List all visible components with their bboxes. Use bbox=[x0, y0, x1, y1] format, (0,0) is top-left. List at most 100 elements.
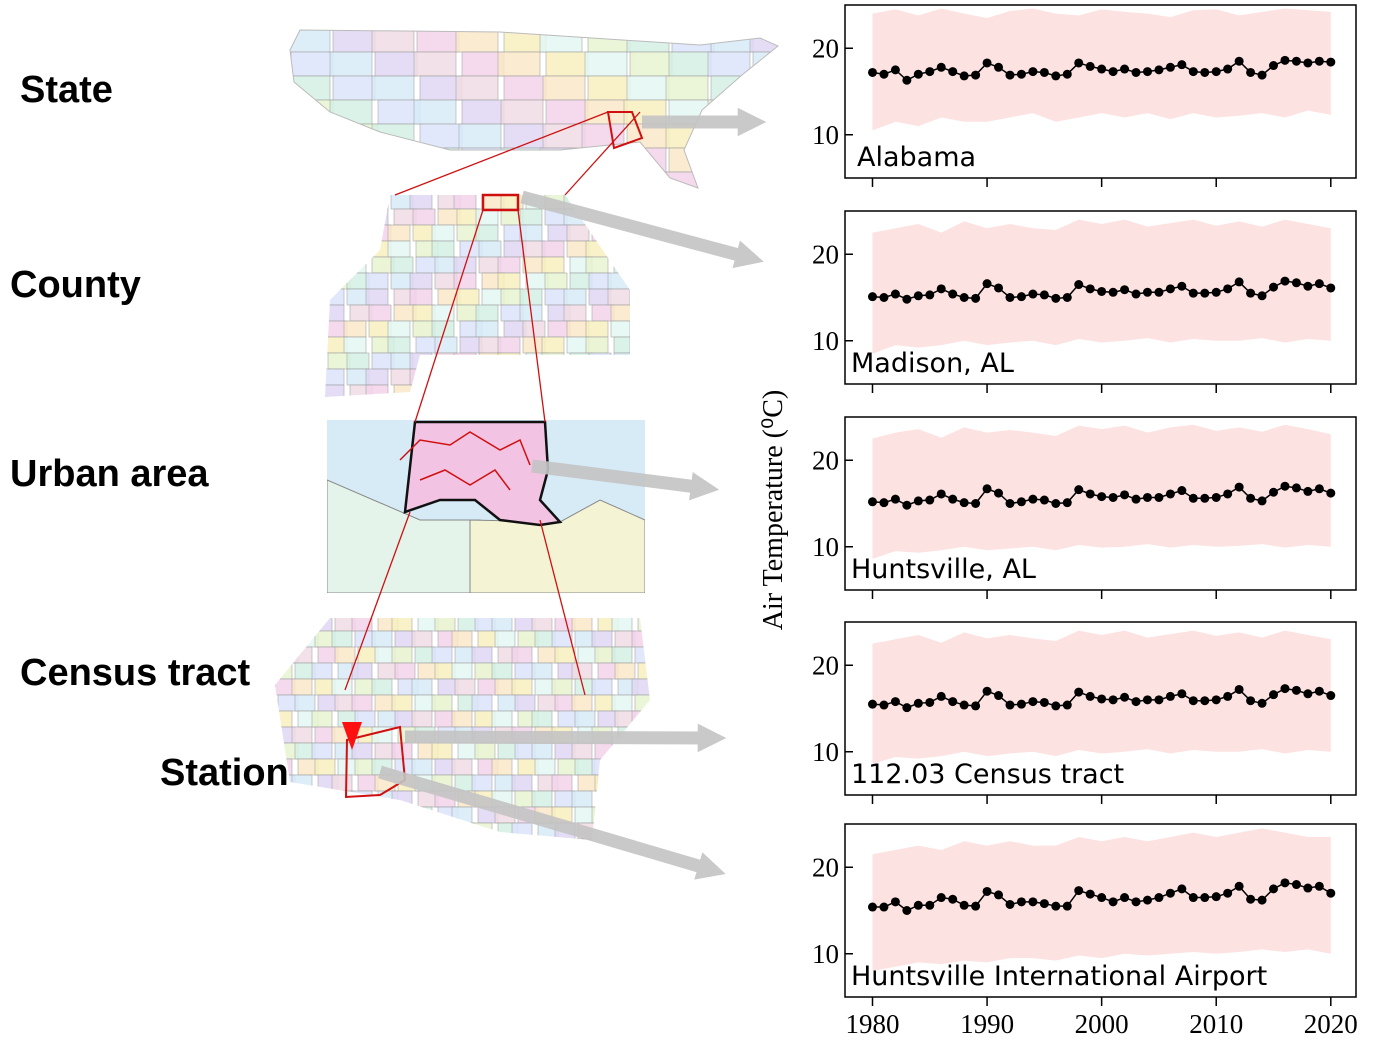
data-point bbox=[867, 292, 877, 302]
data-point bbox=[959, 498, 969, 508]
map-region bbox=[634, 646, 650, 664]
data-point bbox=[925, 495, 935, 505]
map-region bbox=[571, 742, 593, 760]
map-region bbox=[614, 758, 636, 776]
data-point bbox=[1062, 498, 1072, 508]
map-region bbox=[409, 368, 433, 386]
data-point bbox=[1028, 289, 1038, 299]
map-region bbox=[563, 368, 587, 386]
map-region bbox=[525, 368, 549, 386]
map-region bbox=[293, 147, 337, 173]
data-point bbox=[913, 69, 923, 79]
map-region bbox=[311, 790, 333, 808]
x-tick-label: 2010 bbox=[1189, 1009, 1243, 1039]
map-region bbox=[325, 208, 345, 226]
map-region bbox=[371, 75, 415, 101]
data-point bbox=[1234, 482, 1244, 492]
data-point bbox=[1280, 276, 1290, 286]
map-region bbox=[311, 710, 333, 728]
map-region bbox=[377, 838, 399, 840]
data-point bbox=[1223, 691, 1233, 701]
data-point bbox=[1085, 61, 1095, 71]
map-region bbox=[419, 171, 463, 188]
data-point bbox=[879, 700, 889, 710]
map-region bbox=[409, 288, 433, 306]
data-point bbox=[1269, 61, 1279, 71]
chart-label: Huntsville International Airport bbox=[851, 961, 1267, 992]
map-region bbox=[626, 75, 670, 101]
data-point bbox=[1200, 288, 1210, 298]
map-region bbox=[544, 384, 568, 397]
map-region bbox=[337, 838, 359, 840]
map-region bbox=[611, 694, 633, 712]
data-point bbox=[1177, 884, 1187, 894]
data-point bbox=[936, 62, 946, 72]
map-region bbox=[626, 171, 670, 188]
data-point bbox=[1131, 494, 1141, 504]
map-region bbox=[377, 147, 421, 173]
data-point bbox=[1016, 69, 1026, 79]
map-region bbox=[365, 384, 389, 397]
map-region bbox=[451, 710, 473, 728]
data-point bbox=[1028, 494, 1038, 504]
map-region bbox=[311, 618, 333, 632]
data-point bbox=[948, 67, 958, 77]
level-label: County bbox=[10, 264, 141, 306]
map-region bbox=[471, 822, 493, 840]
y-tick-label: 10 bbox=[812, 939, 839, 969]
map-region bbox=[471, 646, 493, 664]
map-region bbox=[611, 646, 633, 664]
map-region bbox=[637, 618, 650, 632]
data-point bbox=[982, 58, 992, 68]
chart: 10 20 1980 1990 2000 2010 2020 Huntsville Inter… bbox=[812, 823, 1358, 1039]
map-region bbox=[434, 618, 456, 632]
map-region bbox=[275, 710, 293, 728]
data-point bbox=[971, 293, 981, 303]
map-region bbox=[374, 171, 418, 188]
data-point bbox=[1108, 67, 1118, 77]
map-region bbox=[613, 336, 630, 354]
map-region bbox=[539, 147, 583, 173]
map-region bbox=[629, 320, 630, 338]
data-point bbox=[1108, 695, 1118, 705]
data-point bbox=[1097, 893, 1107, 903]
map-region bbox=[545, 51, 589, 77]
data-point bbox=[902, 906, 912, 915]
data-point bbox=[1291, 278, 1301, 288]
data-point bbox=[1246, 493, 1256, 503]
map-region bbox=[471, 694, 493, 712]
map bbox=[290, 30, 778, 188]
map-region bbox=[626, 30, 670, 53]
map-region bbox=[749, 123, 778, 149]
data-point bbox=[1234, 277, 1244, 287]
data-point bbox=[890, 697, 900, 707]
map-region bbox=[494, 630, 516, 648]
data-point bbox=[971, 701, 981, 711]
map-region bbox=[334, 646, 356, 664]
map-region bbox=[454, 822, 476, 840]
map-region bbox=[500, 99, 544, 125]
map-region bbox=[563, 288, 587, 306]
data-point bbox=[1177, 486, 1187, 496]
map-region bbox=[332, 75, 376, 101]
map-region bbox=[453, 195, 477, 210]
map-region bbox=[297, 806, 319, 824]
map-region bbox=[431, 224, 455, 242]
map-region bbox=[519, 384, 543, 397]
map-region bbox=[391, 694, 413, 712]
map-region bbox=[371, 30, 415, 53]
map-region bbox=[334, 790, 356, 808]
range-band bbox=[872, 424, 1331, 559]
data-point bbox=[971, 901, 981, 911]
map-region bbox=[343, 256, 367, 274]
data-point bbox=[902, 75, 912, 85]
map-region bbox=[451, 662, 473, 680]
map-region bbox=[291, 678, 313, 696]
data-point bbox=[1120, 64, 1130, 74]
data-point bbox=[1223, 284, 1233, 294]
data-point bbox=[1165, 691, 1175, 701]
map-region bbox=[351, 838, 373, 840]
data-point bbox=[1246, 894, 1256, 904]
map-region bbox=[291, 726, 313, 744]
map-region bbox=[314, 758, 336, 776]
